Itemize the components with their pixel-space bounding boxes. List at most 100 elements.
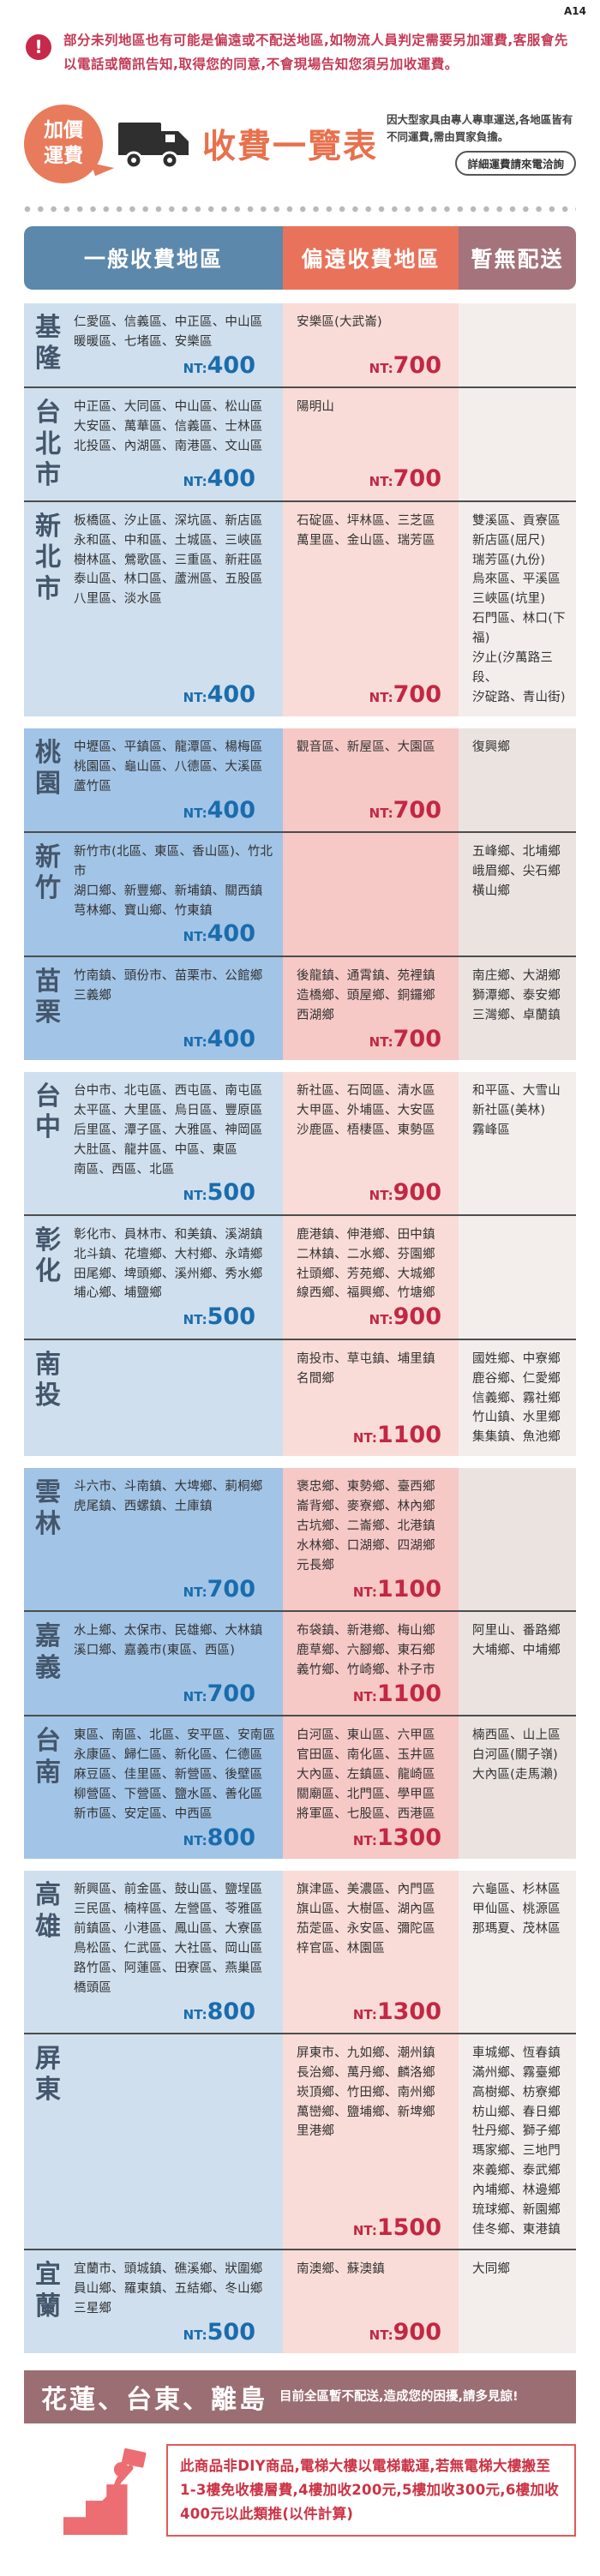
remote-area-cell: 陽明山 NT:700 [283,387,459,500]
table-row: 彰化 彰化市、員林市、和美鎮、溪湖鎮 北斗鎮、花壇鄉、大村鄉、永靖鄉 田尾鄉、埤… [24,1213,576,1339]
general-price: NT:700 [74,1576,276,1602]
general-districts: 東區、南區、北區、安平區、安南區 永康區、歸仁區、新化區、仁德區 麻豆區、佳里區… [74,1728,276,1821]
general-area-cell: 彰化 彰化市、員林市、和美鎮、溪湖鎮 北斗鎮、花壇鄉、大村鄉、永靖鄉 田尾鄉、埤… [24,1215,283,1339]
currency-prefix: NT: [183,929,207,945]
general-area-cell: 屏東 NT: [24,2034,283,2249]
general-area-cell: 南投 NT: [24,1339,283,1457]
remote-districts: 觀音區、新屋區、大園區 [297,740,435,754]
general-area-cell: 台南 東區、南區、北區、安平區、安南區 永康區、歸仁區、新化區、仁德區 麻豆區、… [24,1716,283,1860]
region-group: 雲林 斗六市、斗南鎮、大埤鄉、莿桐鄉 虎尾鎮、西螺鎮、土庫鎮 NT:700 褒忠… [24,1468,576,1860]
remote-price: NT:1500 [297,2214,452,2240]
no-delivery-districts: 南庄鄉、大湖鄉 獅潭鄉、泰安鄉 三灣鄉、卓蘭鎮 [472,968,561,1022]
general-area-cell: 基隆 仁愛區、信義區、中正區、中山區 暖暖區、七堵區、安樂區 NT:400 [24,303,283,386]
currency-prefix: NT: [369,2327,393,2343]
warning-note: ! 部分未列地區也有可能是偏遠或不配送地區,如物流人員判定需要另加運費,客服會先… [26,29,573,77]
remote-districts: 旗津區、美濃區、內門區 旗山區、大樹區、湖內區 茄萣區、永安區、彌陀區 梓官區、… [297,1883,435,1956]
contact-pill: 詳細運費請來電洽詢 [455,151,576,177]
general-price: NT:500 [74,1179,276,1205]
currency-prefix: NT: [369,474,393,490]
general-districts: 彰化市、員林市、和美鎮、溪湖鎮 北斗鎮、花壇鄉、大村鄉、永靖鄉 田尾鄉、埤頭鄉、… [74,1227,263,1301]
banner-title: 花蓮、台東、離島 [41,2384,267,2415]
remote-districts: 新社區、石岡區、清水區 大甲區、外埔區、大安區 沙鹿區、梧棲區、東勢區 [297,1083,435,1137]
currency-prefix: NT: [369,360,393,376]
general-price-value: 400 [207,465,255,493]
general-area-cell: 苗栗 竹南鎮、頭份市、苗栗市、公館鄉 三義鄉 NT:400 [24,956,283,1060]
general-price-value: 400 [207,1025,255,1052]
general-price-value: 400 [207,681,255,709]
currency-prefix: NT: [369,1312,393,1328]
remote-price: NT:700 [297,797,452,823]
general-area-cell: 台中 台中市、北屯區、西屯區、南屯區 太平區、大里區、烏日區、豐原區 后里區、潭… [24,1071,283,1214]
currency-prefix: NT: [369,1033,393,1050]
no-delivery-districts: 國姓鄉、中寮鄉 鹿谷鄉、仁愛鄉 信義鄉、霧社鄉 竹山鎮、水里鄉 集集鎮、魚池鄉 [472,1351,561,1445]
page-title: 收費一覽表 [202,127,379,166]
table-row: 台南 東區、南區、北區、安平區、安南區 永康區、歸仁區、新化區、仁德區 麻豆區、… [24,1715,576,1860]
region-label: 宜蘭 [35,2259,61,2321]
general-price: NT:400 [74,352,276,378]
table-row: 台北市 中正區、大同區、中山區、松山區 大安區、萬華區、信義區、士林區 北投區、… [24,386,576,500]
currency-prefix: NT: [183,1584,207,1600]
currency-prefix: NT: [352,1688,377,1704]
remote-price-value: 900 [393,2318,441,2345]
currency-prefix: NT: [183,2327,207,2343]
table-row: 台中 台中市、北屯區、西屯區、南屯區 太平區、大里區、烏日區、豐原區 后里區、潭… [24,1071,576,1214]
column-header-remote: 偏遠收費地區 [283,225,459,290]
currency-prefix: NT: [183,1688,207,1704]
remote-area-cell: 新社區、石岡區、清水區 大甲區、外埔區、大安區 沙鹿區、梧棲區、東勢區 NT:9… [283,1071,459,1214]
general-districts: 台中市、北屯區、西屯區、南屯區 太平區、大里區、烏日區、豐原區 后里區、潭子區、… [74,1083,263,1177]
remote-area-cell: 鹿港鎮、伸港鄉、田中鎮 二林鎮、二水鄉、芬園鄉 社頭鄉、芳苑鄉、大城鄉 線西鄉、… [283,1215,459,1339]
remote-price-value: 900 [393,1303,441,1331]
general-districts: 新竹市(北區、東區、香山區)、竹北市 湖口鄉、新豐鄉、新埔鎮、關西鎮 芎林鄉、寶… [74,844,273,918]
general-districts: 中正區、大同區、中山區、松山區 大安區、萬華區、信義區、士林區 北投區、內湖區、… [74,399,263,453]
general-price-value: 500 [207,1303,255,1331]
remote-price-value: 1300 [376,1998,441,2025]
remote-districts: 屏東市、九如鄉、潮州鎮 長治鄉、萬丹鄉、麟洛鄉 崁頂鄉、竹田鄉、南州鄉 萬巒鄉、… [297,2046,435,2139]
currency-prefix: NT: [352,1429,377,1446]
general-area-cell: 雲林 斗六市、斗南鎮、大埤鄉、莿桐鄉 虎尾鎮、西螺鎮、土庫鎮 NT:700 [24,1468,283,1611]
remote-price-value: 1500 [376,2214,441,2241]
remote-price-value: 700 [393,681,441,709]
remote-districts: 布袋鎮、新港鄉、梅山鄉 鹿草鄉、六腳鄉、東石鄉 義竹鄉、竹崎鄉、朴子市 [297,1624,435,1677]
no-delivery-cell: 車城鄉、恆春鎮 滿州鄉、霧臺鄉 高樹鄉、枋寮鄉 枋山鄉、春日鄉 牡丹鄉、獅子鄉 … [459,2034,576,2249]
no-delivery-districts: 五峰鄉、北埔鄉 峨眉鄉、尖石鄉 橫山鄉 [472,844,561,898]
no-delivery-districts: 楠西區、山上區 白河區(關子嶺) 大內區(走馬瀨) [472,1728,561,1782]
remote-districts: 南投市、草屯鎮、埔里鎮 名間鄉 [297,1351,435,1386]
no-delivery-cell [459,1468,576,1611]
no-delivery-districts: 復興鄉 [472,740,511,754]
remote-price-value: 1300 [376,1824,441,1851]
remote-area-cell: 旗津區、美濃區、內門區 旗山區、大樹區、湖內區 茄萣區、永安區、彌陀區 梓官區、… [283,1871,459,2033]
table-row: 基隆 仁愛區、信義區、中正區、中山區 暖暖區、七堵區、安樂區 NT:400 安樂… [24,303,576,386]
no-delivery-cell: 南庄鄉、大湖鄉 獅潭鄉、泰安鄉 三灣鄉、卓蘭鎮 [459,956,576,1060]
general-price: NT:400 [74,797,276,823]
general-area-cell: 宜蘭 宜蘭市、頭城鎮、礁溪鄉、狀圍鄉 員山鄉、羅東鎮、五結鄉、冬山鄉 三星鄉 N… [24,2250,283,2353]
remote-price-value: 700 [393,1025,441,1052]
no-delivery-districts: 雙溪區、貢寮區 新店區(屈尺) 瑞芳區(九份) 烏來區、平溪區 三峽區(坑里) … [472,513,566,704]
currency-prefix: NT: [183,690,207,706]
table-row: 嘉義 水上鄉、太保市、民雄鄉、大林鎮 溪口鄉、嘉義市(東區、西區) NT:700… [24,1610,576,1716]
table-row: 宜蘭 宜蘭市、頭城鎮、礁溪鄉、狀圍鄉 員山鄉、羅東鎮、五結鄉、冬山鄉 三星鄉 N… [24,2248,576,2353]
general-price: NT:400 [74,1026,276,1051]
remote-area-cell: 後龍鎮、通霄鎮、苑裡鎮 造橋鄉、頭屋鄉、銅鑼鄉 西湖鄉 NT:700 [283,956,459,1060]
region-label: 台中 [35,1081,61,1143]
remote-districts: 安樂區(大武崙) [297,315,382,329]
surcharge-badge: 加價 運費 [24,104,103,183]
remote-area-cell: 布袋鎮、新港鄉、梅山鄉 鹿草鄉、六腳鄉、東石鄉 義竹鄉、竹崎鄉、朴子市 NT:1… [283,1612,459,1716]
column-header-general: 一般收費地區 [24,225,283,290]
exclamation-icon: ! [26,34,51,60]
table-header-row: 一般收費地區 偏遠收費地區 暫無配送 [24,225,576,290]
remote-districts: 鹿港鎮、伸港鄉、田中鎮 二林鎮、二水鄉、芬園鄉 社頭鄉、芳苑鄉、大城鄉 線西鄉、… [297,1227,435,1301]
currency-prefix: NT: [352,1832,377,1848]
remote-price: NT:700 [297,681,452,707]
region-group: 基隆 仁愛區、信義區、中正區、中山區 暖暖區、七堵區、安樂區 NT:400 安樂… [24,303,576,716]
remote-price: NT:700 [297,465,452,491]
region-label: 台南 [35,1726,61,1788]
no-delivery-cell: 大同鄉 [459,2250,576,2353]
general-area-cell: 高雄 新興區、前金區、鼓山區、鹽埕區 三民區、楠梓區、左營區、苓雅區 前鎮區、小… [24,1871,283,2033]
general-districts: 板橋區、汐止區、深坑區、新店區 永和區、中和區、土城區、三峽區 樹林區、鶯歌區、… [74,513,263,607]
currency-prefix: NT: [183,2006,207,2022]
remote-districts: 石碇區、坪林區、三芝區 萬里區、金山區、瑞芳區 [297,513,435,548]
remote-price-value: 1100 [376,1421,441,1448]
general-districts: 宜蘭市、頭城鎮、礁溪鄉、狀圍鄉 員山鄉、羅東鎮、五結鄉、冬山鄉 三星鄉 [74,2261,263,2315]
currency-prefix: NT: [369,1188,393,1204]
region-label: 基隆 [35,312,61,374]
